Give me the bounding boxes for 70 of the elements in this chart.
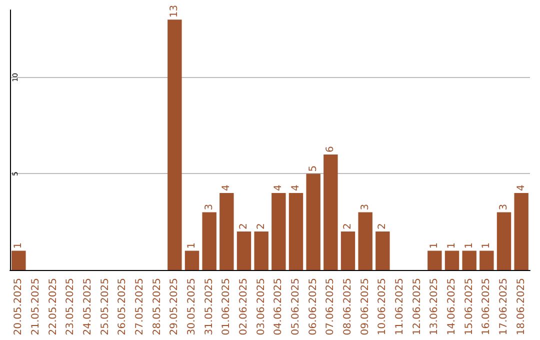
bar: [496, 212, 512, 270]
bar: [168, 20, 182, 270]
x-tick-label: 14.06.2025: [446, 278, 458, 336]
x-tick-label: 11.06.2025: [394, 278, 406, 336]
data-label: 1: [429, 242, 440, 249]
data-label: 5: [308, 165, 319, 172]
data-label: 2: [377, 223, 388, 230]
data-label: 1: [13, 242, 24, 249]
x-tick-label: 09.06.2025: [360, 278, 371, 336]
x-tick-label: 18.06.2025: [516, 278, 527, 336]
data-label: 1: [481, 242, 492, 249]
x-tick-label: 12.06.2025: [412, 278, 423, 336]
x-tick-label: 29.05.2025: [169, 278, 180, 336]
data-label: 3: [204, 204, 215, 210]
x-tick-label: 22.05.2025: [48, 278, 59, 336]
x-tick-label: 06.06.2025: [308, 278, 319, 336]
x-tick-label: 02.06.2025: [238, 278, 250, 336]
bar: [358, 212, 372, 270]
x-tick-label: 27.05.2025: [134, 278, 146, 336]
x-tick-label: 05.06.2025: [290, 278, 302, 336]
x-tick-label: 16.06.2025: [481, 278, 492, 336]
x-tick-label: 20.05.2025: [13, 278, 24, 336]
bar: [220, 192, 234, 270]
data-label: 4: [273, 184, 284, 191]
x-tick-label: 15.06.2025: [464, 278, 475, 336]
data-label: 3: [498, 204, 510, 210]
data-label: 6: [325, 146, 336, 152]
bar: [462, 250, 476, 270]
x-tick-label: 30.05.2025: [186, 278, 198, 336]
data-label: 1: [186, 242, 198, 249]
data-label: 4: [516, 184, 527, 191]
data-label: 13: [169, 4, 180, 18]
bar: [444, 250, 460, 270]
x-tick-label: 10.06.2025: [377, 278, 388, 336]
bar: [306, 174, 320, 270]
bar: [202, 212, 216, 270]
bar: [480, 250, 494, 270]
x-tick-label: 25.05.2025: [100, 278, 111, 336]
x-tick-label: 04.06.2025: [273, 278, 284, 336]
bar: [12, 250, 26, 270]
bar: [324, 154, 338, 270]
bar: [254, 231, 268, 270]
bar: [272, 192, 286, 270]
x-tick-label: 03.06.2025: [256, 278, 267, 336]
x-tick-label: 23.05.2025: [65, 278, 76, 336]
bar: [184, 250, 200, 270]
data-label: 2: [342, 223, 354, 230]
bar: [288, 192, 304, 270]
data-label: 4: [290, 184, 302, 191]
bar: [236, 231, 252, 270]
data-label: 4: [221, 184, 232, 191]
data-label: 2: [256, 223, 267, 230]
bar: [514, 192, 528, 270]
x-tick-label: 28.05.2025: [152, 278, 163, 336]
data-label: 3: [360, 204, 371, 210]
x-tick-label: 13.06.2025: [429, 278, 440, 336]
x-tick-label: 08.06.2025: [342, 278, 354, 336]
x-tick-label: 17.06.2025: [498, 278, 510, 336]
data-label: 1: [464, 242, 475, 249]
x-tick-label: 31.05.2025: [204, 278, 215, 336]
x-tick-label: 01.06.2025: [221, 278, 232, 336]
x-tick-label: 21.05.2025: [30, 278, 42, 336]
x-tick-label: 07.06.2025: [325, 278, 336, 336]
x-tick-label: 24.05.2025: [82, 278, 94, 336]
x-tick-label: 26.05.2025: [117, 278, 128, 336]
bar: [376, 231, 390, 270]
bar: [340, 231, 356, 270]
bar: [428, 250, 442, 270]
data-label: 2: [238, 223, 250, 230]
data-label: 1: [446, 242, 458, 249]
